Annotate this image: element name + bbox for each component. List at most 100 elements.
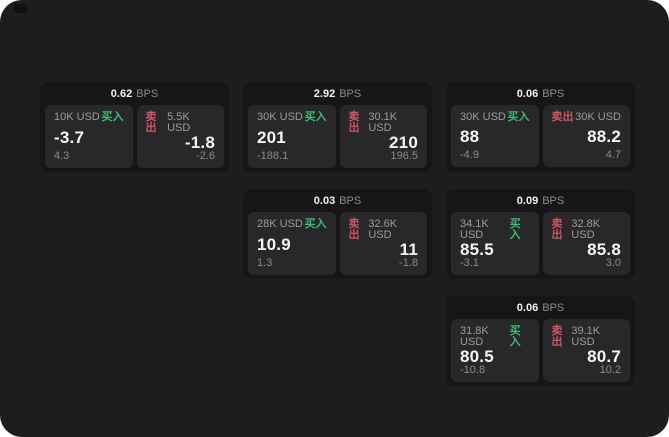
buy-sub-value: -10.8 <box>460 364 486 376</box>
panel-top-row: 卖出 32.6K USD <box>349 219 419 241</box>
buy-price: 85.5 <box>460 240 494 259</box>
panel-top-row: 卖出 30.1K USD <box>349 112 419 134</box>
buy-sub-value: -3.1 <box>460 257 479 269</box>
quote-card: 0.06 BPS 30K USD 买入 88 -4.9 卖出 30K USD <box>446 82 635 172</box>
sell-panel[interactable]: 卖出 32.8K USD 85.8 3.0 <box>542 212 630 275</box>
buy-price: 80.5 <box>460 347 494 366</box>
buy-tag: 买入 <box>509 325 521 348</box>
buy-amount: 31.8K USD <box>460 325 489 348</box>
sell-tag: 卖出 <box>551 325 563 348</box>
sell-panel[interactable]: 卖出 5.5K USD -1.8 -2.6 <box>136 105 224 168</box>
buy-amount: 30K USD <box>257 111 303 123</box>
quote-card-grid: 0.62 BPS 10K USD 买入 -3.7 4.3 卖出 5.5K USD <box>40 82 635 386</box>
sell-sub-value: 3.0 <box>605 257 621 269</box>
buy-tag: 买入 <box>507 111 530 123</box>
sell-amount: 5.5K USD <box>167 111 191 134</box>
card-header: 0.06 BPS <box>446 296 635 319</box>
buy-amount: 10K USD <box>54 111 100 123</box>
bps-value: 0.62 <box>110 88 133 100</box>
sell-amount: 32.6K USD <box>368 218 398 241</box>
sell-price: 80.7 <box>587 347 621 366</box>
sell-panel[interactable]: 卖出 39.1K USD 80.7 10.2 <box>542 319 630 382</box>
sell-sub-value: 10.2 <box>599 364 621 376</box>
buy-tag: 买入 <box>101 111 124 123</box>
bps-label: BPS <box>542 195 565 207</box>
bps-label: BPS <box>136 88 159 100</box>
bps-label: BPS <box>339 88 362 100</box>
bps-value: 2.92 <box>313 88 336 100</box>
card-header: 0.62 BPS <box>40 82 229 105</box>
sell-price: 88.2 <box>587 127 621 146</box>
buy-sub-value: -188.1 <box>257 150 289 162</box>
buy-panel[interactable]: 34.1K USD 买入 85.5 -3.1 <box>451 212 539 275</box>
sell-amount: 30.1K USD <box>368 111 398 134</box>
sell-tag: 卖出 <box>551 111 574 123</box>
sell-panel[interactable]: 卖出 30.1K USD 210 196.5 <box>339 105 427 168</box>
buy-panel[interactable]: 28K USD 买入 10.9 1.3 <box>248 212 336 275</box>
sell-price: 85.8 <box>587 240 621 259</box>
buy-price: 10.9 <box>257 234 291 254</box>
panel-top-row: 卖出 39.1K USD <box>552 326 622 348</box>
buy-amount: 34.1K USD <box>460 218 489 241</box>
sell-sub-value: 4.7 <box>605 149 621 161</box>
bps-label: BPS <box>339 195 362 207</box>
quote-card: 0.06 BPS 31.8K USD 买入 80.5 -10.8 卖出 39.1… <box>446 296 635 386</box>
sell-price: 210 <box>389 133 418 152</box>
sell-amount: 32.8K USD <box>571 218 601 241</box>
panel-top-row: 30K USD 买入 <box>257 112 327 123</box>
buy-sub-value: 1.3 <box>257 257 273 269</box>
sell-sub-value: -1.8 <box>399 257 418 269</box>
buy-price: 201 <box>257 127 286 147</box>
panel-top-row: 卖出 30K USD <box>552 112 622 123</box>
bps-label: BPS <box>542 302 565 314</box>
card-body: 10K USD 买入 -3.7 4.3 卖出 5.5K USD -1.8 -2.… <box>40 105 229 173</box>
buy-panel[interactable]: 10K USD 买入 -3.7 4.3 <box>45 105 133 168</box>
quote-card: 0.62 BPS 10K USD 买入 -3.7 4.3 卖出 5.5K USD <box>40 82 229 172</box>
buy-sub-value: -4.9 <box>460 149 479 161</box>
panel-top-row: 10K USD 买入 <box>54 112 124 123</box>
card-header: 2.92 BPS <box>243 82 432 105</box>
bps-value: 0.09 <box>516 195 539 207</box>
buy-price: -3.7 <box>54 127 85 147</box>
sell-amount: 39.1K USD <box>571 325 601 348</box>
sell-panel[interactable]: 卖出 30K USD 88.2 4.7 <box>542 105 630 167</box>
sell-price: -1.8 <box>184 133 215 152</box>
buy-panel[interactable]: 31.8K USD 买入 80.5 -10.8 <box>451 319 539 382</box>
sell-amount: 30K USD <box>575 111 621 123</box>
bps-value: 0.06 <box>516 302 539 314</box>
sell-panel[interactable]: 卖出 32.6K USD 11 -1.8 <box>339 212 427 275</box>
buy-price: 88 <box>460 127 480 146</box>
quote-card: 0.03 BPS 28K USD 买入 10.9 1.3 卖出 32.6K US… <box>243 189 432 279</box>
bps-value: 0.06 <box>516 88 539 100</box>
card-body: 28K USD 买入 10.9 1.3 卖出 32.6K USD 11 -1.8 <box>243 212 432 280</box>
panel-top-row: 30K USD 买入 <box>460 112 530 123</box>
sell-tag: 卖出 <box>348 111 360 134</box>
card-header: 0.06 BPS <box>446 82 635 105</box>
buy-tag: 买入 <box>304 218 327 230</box>
menu-icon[interactable] <box>14 4 27 13</box>
card-header: 0.03 BPS <box>243 189 432 212</box>
sell-tag: 卖出 <box>551 218 563 241</box>
sell-tag: 卖出 <box>145 111 157 134</box>
panel-top-row: 28K USD 买入 <box>257 219 327 230</box>
card-header: 0.09 BPS <box>446 189 635 212</box>
buy-sub-value: 4.3 <box>54 150 70 162</box>
buy-amount: 30K USD <box>460 111 506 123</box>
bps-label: BPS <box>542 88 565 100</box>
buy-panel[interactable]: 30K USD 买入 88 -4.9 <box>451 105 539 167</box>
sell-price: 11 <box>399 240 418 259</box>
panel-top-row: 34.1K USD 买入 <box>460 219 530 241</box>
buy-amount: 28K USD <box>257 218 303 230</box>
panel-top-row: 31.8K USD 买入 <box>460 326 530 348</box>
sell-sub-value: 196.5 <box>390 150 418 162</box>
panel-top-row: 卖出 32.8K USD <box>552 219 622 241</box>
sell-tag: 卖出 <box>348 218 360 241</box>
card-body: 30K USD 买入 88 -4.9 卖出 30K USD 88.2 4.7 <box>446 105 635 172</box>
buy-panel[interactable]: 30K USD 买入 201 -188.1 <box>248 105 336 168</box>
sell-sub-value: -2.6 <box>196 150 215 162</box>
buy-tag: 买入 <box>304 111 327 123</box>
quote-card: 0.09 BPS 34.1K USD 买入 85.5 -3.1 卖出 32.8K… <box>446 189 635 279</box>
card-body: 30K USD 买入 201 -188.1 卖出 30.1K USD 210 1… <box>243 105 432 173</box>
bps-value: 0.03 <box>313 195 336 207</box>
